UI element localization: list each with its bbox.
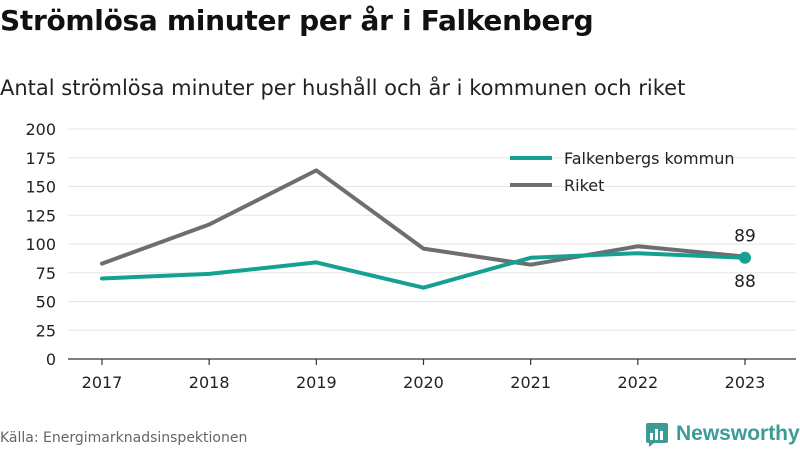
brand-name: Newsworthy [676, 422, 800, 445]
series-line-falkenbergs-kommun [100, 251, 747, 290]
data-label: 88 [734, 272, 756, 292]
x-tick-label: 2017 [82, 373, 123, 392]
legend-label: Riket [564, 176, 604, 195]
series-end-marker [739, 251, 751, 264]
y-tick-label: 50 [36, 293, 56, 312]
y-tick-label: 25 [36, 321, 56, 340]
y-tick-label: 125 [25, 206, 56, 225]
x-tick-label: 2022 [617, 373, 658, 392]
series-line-riket [100, 168, 747, 267]
y-tick-label: 200 [25, 120, 56, 139]
y-tick-label: 100 [25, 235, 56, 254]
data-label: 89 [734, 227, 756, 247]
bar-chart-icon [646, 423, 668, 447]
y-tick-label: 175 [25, 149, 56, 168]
x-tick-label: 2019 [296, 373, 337, 392]
y-tick-label: 0 [46, 350, 56, 369]
y-tick-label: 75 [36, 264, 56, 283]
chart-subtitle: Antal strömlösa minuter per hushåll och … [0, 76, 686, 100]
x-tick-label: 2018 [189, 373, 230, 392]
x-tick-label: 2023 [725, 373, 766, 392]
legend-label: Falkenbergs kommun [564, 149, 734, 168]
y-tick-label: 150 [25, 178, 56, 197]
chart-title: Strömlösa minuter per år i Falkenberg [0, 4, 594, 37]
brand-logo: Newsworthy [644, 420, 800, 448]
x-tick-label: 2020 [403, 373, 444, 392]
source-note: Källa: Energimarknadsinspektionen [0, 430, 248, 446]
x-tick-label: 2021 [510, 373, 551, 392]
